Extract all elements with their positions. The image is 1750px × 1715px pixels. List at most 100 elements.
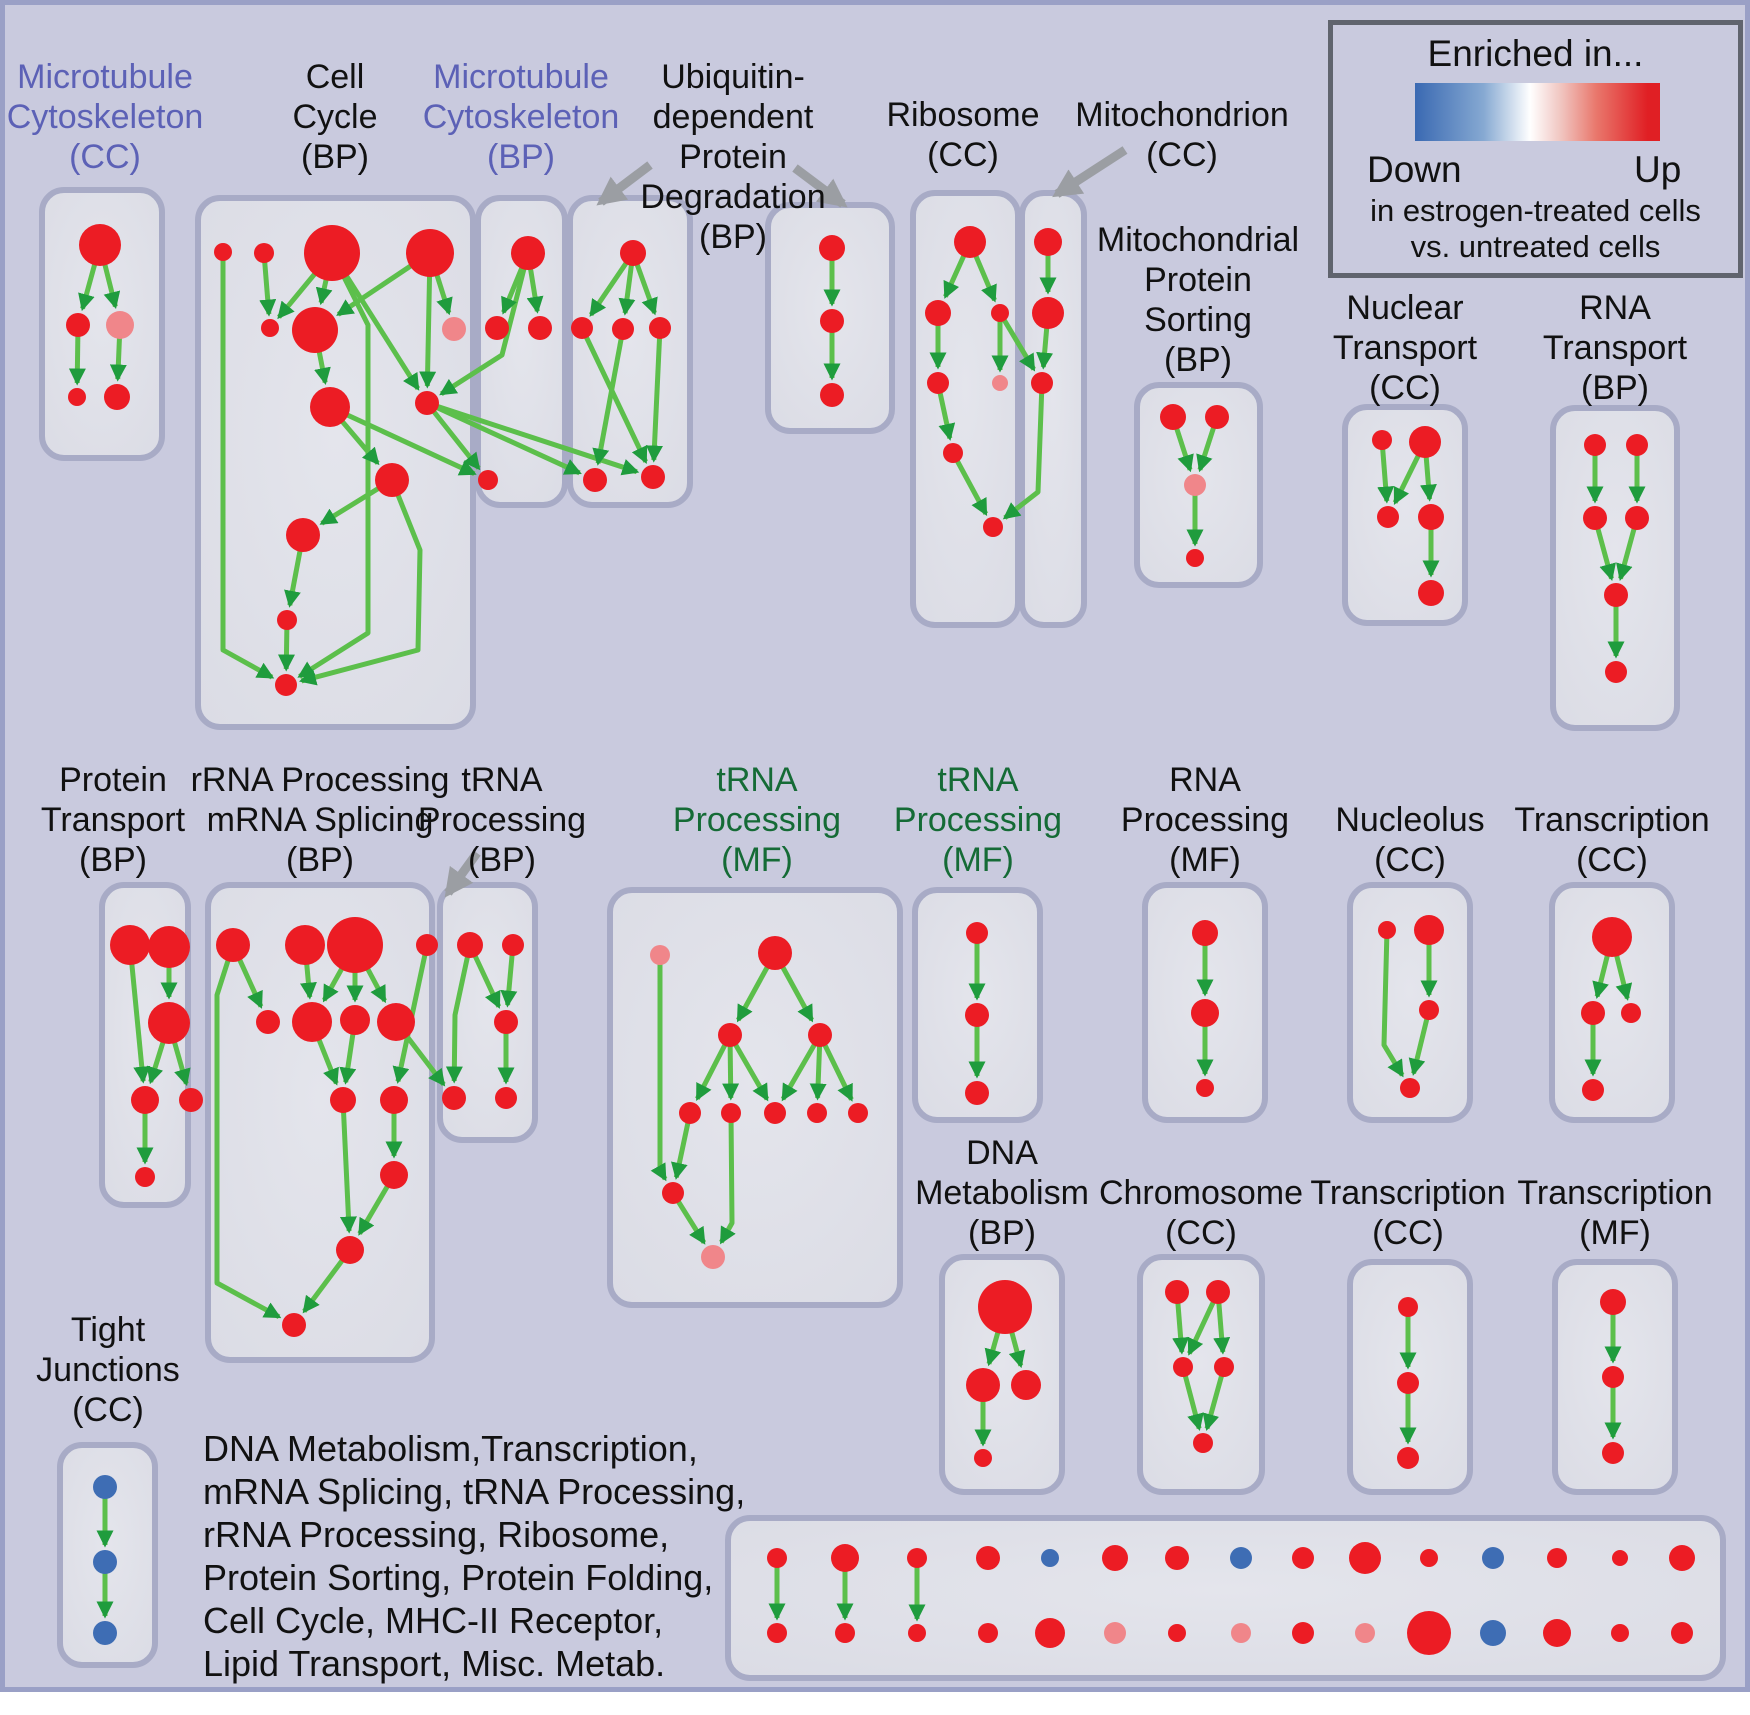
- cluster-label-line: Degradation: [640, 178, 826, 216]
- gene-node-s1: [1160, 404, 1186, 430]
- misc-pair-7-bottom-node: [1231, 1623, 1251, 1643]
- gene-node-n1: [1372, 430, 1392, 450]
- cluster-label-line: Sorting: [1144, 301, 1252, 339]
- gene-node-r2: [925, 300, 951, 326]
- edge-c9-b4: [425, 401, 481, 471]
- misc-pair-5-bottom-node: [1104, 1622, 1126, 1644]
- misc-pair-8-bottom-node: [1292, 1622, 1314, 1644]
- legend-title: Enriched in...: [1427, 33, 1644, 74]
- cluster-box-misc-categories: [725, 1515, 1726, 1681]
- gene-node-u5: [583, 468, 607, 492]
- misc-pair-3-bottom-node: [978, 1623, 998, 1643]
- cluster-label-mito-sorting: Mitochondrial Protein Sorting (BP): [948, 220, 1448, 380]
- gene-node-u1: [620, 240, 646, 266]
- cluster-label-cell-cycle: Cell Cycle (BP): [85, 57, 585, 177]
- gene-node-g7: [764, 1102, 786, 1124]
- edge-c3-c13: [297, 251, 371, 679]
- cluster-label-line: (CC): [69, 138, 141, 176]
- gene-node-z1: [1592, 917, 1632, 957]
- gene-node-g2: [758, 936, 792, 970]
- gene-node-tj2: [93, 1550, 117, 1574]
- legend-box: Enriched in... Down Up in estrogen-treat…: [1328, 20, 1743, 278]
- gene-node-p5: [135, 1167, 155, 1187]
- misc-pair-4-top-node: [1041, 1549, 1059, 1567]
- cluster-label-line: (CC): [1372, 1214, 1444, 1252]
- gene-node-c2: [254, 243, 274, 263]
- gene-node-v2: [820, 309, 844, 333]
- edge-b1-c9: [439, 252, 531, 396]
- cluster-label-line: Tight: [70, 1311, 146, 1349]
- gene-node-y4: [1400, 1078, 1420, 1098]
- gene-node-p2: [148, 926, 190, 968]
- gene-node-v3: [820, 383, 844, 407]
- cluster-label-line: Transport: [40, 801, 186, 839]
- misc-text-line: mRNA Splicing, tRNA Processing,: [203, 1471, 746, 1512]
- gene-node-c12: [277, 610, 297, 630]
- network-diagram-svg: [39, 146, 1726, 1681]
- gene-node-h1: [966, 922, 988, 944]
- edge-q9-q12: [339, 1099, 357, 1234]
- annotation-arrow-trna-bp-to-box: [444, 850, 481, 898]
- cluster-label-mitochondrion: Mitochondrion (CC): [932, 95, 1432, 175]
- misc-pair-6-bottom-node: [1168, 1624, 1186, 1642]
- gene-node-z4: [1582, 1079, 1604, 1101]
- misc-pair-14-top-node: [1669, 1545, 1695, 1571]
- edge-c8-b4: [328, 404, 477, 476]
- cluster-label-line: Mitochondrion: [1075, 96, 1289, 134]
- annotation-arrow-ubiquitin-to-box2: [792, 164, 848, 208]
- gene-node-d2: [966, 1368, 1000, 1402]
- gene-node-q2: [285, 925, 325, 965]
- edge-r3-w3: [997, 311, 1036, 372]
- gene-node-k2: [502, 934, 524, 956]
- gene-node-c8: [310, 387, 350, 427]
- cluster-box-nucleolus: [1347, 882, 1473, 1123]
- legend-gradient-bar: [1415, 83, 1660, 141]
- cluster-label-line: Cytoskeleton: [6, 98, 204, 136]
- misc-pair-11-top-node: [1482, 1547, 1504, 1569]
- gene-node-t6: [1605, 661, 1627, 683]
- edge-u3-u5: [592, 328, 626, 466]
- cluster-label-ribosome: Ribosome (CC): [713, 95, 1213, 175]
- cluster-label-trna-mf-1: tRNA Processing (MF): [507, 760, 1007, 880]
- cluster-label-line: (CC): [1165, 1214, 1237, 1252]
- cluster-label-line: Nuclear: [1346, 289, 1464, 327]
- gene-node-q7: [340, 1005, 370, 1035]
- edge-u4-u6: [645, 327, 663, 463]
- gene-node-w2: [1032, 297, 1064, 329]
- cluster-label-chromosome: Chromosome (CC): [951, 1173, 1451, 1253]
- cluster-label-line: Protein: [1144, 261, 1252, 299]
- gene-node-h3: [965, 1081, 989, 1105]
- misc-pair-10-bottom-node: [1407, 1611, 1451, 1655]
- cluster-label-line: Microtubule: [433, 58, 609, 96]
- misc-pair-4-bottom-node: [1035, 1618, 1065, 1648]
- cluster-label-line: Cytoskeleton: [422, 98, 620, 136]
- gene-node-u2: [571, 317, 593, 339]
- cluster-label-ubiquitin: Ubiquitin-dependent Protein Degradation (BP…: [483, 57, 983, 257]
- gene-node-g4: [808, 1023, 832, 1047]
- cluster-label-line: RNA: [1169, 761, 1241, 799]
- gene-node-b4: [478, 470, 498, 490]
- gene-node-q13: [282, 1313, 306, 1337]
- gene-node-e2: [1206, 1280, 1230, 1304]
- gene-node-t5: [1604, 583, 1628, 607]
- gene-node-k3: [494, 1010, 518, 1034]
- misc-text-line: DNA Metabolism,Transcription,: [203, 1428, 698, 1469]
- cluster-label-line: (BP): [1164, 341, 1232, 379]
- cluster-label-line: Transcription: [1517, 1174, 1713, 1212]
- gene-node-s3: [1184, 474, 1206, 496]
- gene-node-p4: [131, 1086, 159, 1114]
- cluster-label-transcription-mf: Transcription (MF): [1365, 1173, 1745, 1253]
- legend-subtitle-line2: vs. untreated cells: [1410, 229, 1661, 264]
- cluster-label-line: Ribosome: [886, 96, 1040, 134]
- edge-e4-e5: [1202, 1366, 1227, 1431]
- cluster-label-rna-transport: RNA Transport (BP): [1365, 288, 1745, 408]
- cluster-label-line: Cell: [305, 58, 365, 96]
- gene-node-m5: [104, 384, 130, 410]
- gene-node-k5: [495, 1087, 517, 1109]
- gene-node-g6: [721, 1103, 741, 1123]
- gene-node-q9: [330, 1087, 356, 1113]
- cluster-label-line: (MF): [1169, 841, 1241, 879]
- gene-node-m4: [68, 388, 86, 406]
- gene-node-z2: [1581, 1001, 1605, 1025]
- gene-node-z3: [1621, 1003, 1641, 1023]
